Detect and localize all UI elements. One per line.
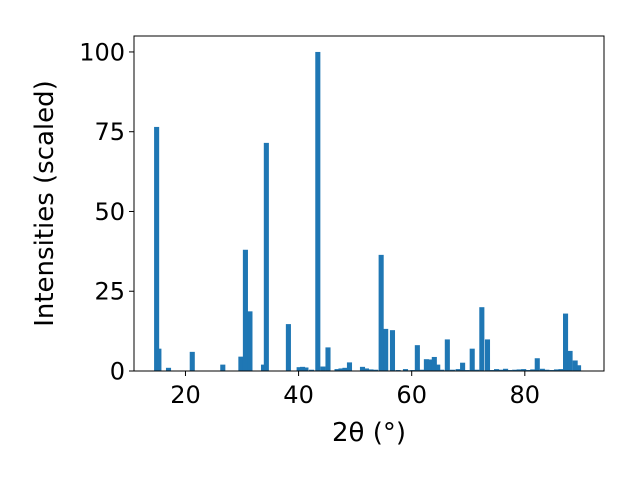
y-tick-label: 25 <box>94 278 125 306</box>
x-tick-label: 20 <box>170 381 201 409</box>
bar <box>479 307 485 371</box>
bar <box>247 311 253 371</box>
bar <box>534 358 540 371</box>
bar <box>503 368 509 371</box>
bar <box>383 328 389 371</box>
bar <box>498 369 504 371</box>
bar <box>303 367 309 371</box>
bar <box>427 359 433 371</box>
bar <box>449 369 455 371</box>
bar <box>346 362 353 371</box>
bar <box>444 339 450 371</box>
x-axis-title: 2θ (°) <box>332 418 406 448</box>
bar <box>238 356 244 371</box>
bar <box>315 51 321 371</box>
bar <box>165 367 172 371</box>
bar <box>325 347 331 371</box>
x-tick-label: 60 <box>396 381 427 409</box>
bar <box>572 360 578 371</box>
bar <box>300 366 306 371</box>
bar <box>156 348 162 371</box>
bar <box>567 350 573 371</box>
x-tick-label: 80 <box>510 381 541 409</box>
bar <box>309 369 315 371</box>
bar <box>493 369 500 371</box>
bar <box>563 313 569 371</box>
bar <box>285 324 291 371</box>
bar <box>576 365 582 371</box>
bar <box>469 348 475 371</box>
bar <box>414 345 420 371</box>
bar <box>320 366 326 371</box>
bar <box>521 369 527 371</box>
bar <box>455 369 461 371</box>
bar <box>189 351 195 371</box>
bar <box>334 369 340 371</box>
bar <box>423 359 429 371</box>
bar <box>539 368 545 371</box>
y-tick-label: 75 <box>94 118 125 146</box>
bar <box>553 369 560 371</box>
bar <box>544 369 550 371</box>
plot-frame <box>133 35 605 372</box>
bar <box>378 254 384 371</box>
bar <box>342 367 348 371</box>
bar <box>368 369 374 371</box>
bar <box>372 369 379 371</box>
bar <box>516 369 522 371</box>
bar <box>439 369 445 371</box>
bar <box>402 369 409 371</box>
bar <box>296 367 302 371</box>
bar <box>460 362 466 371</box>
bar <box>260 364 267 371</box>
bar <box>338 368 344 371</box>
bar <box>474 369 480 371</box>
bar <box>484 339 491 371</box>
bar <box>389 330 396 371</box>
x-axis-ticks: 20 40 60 80 <box>170 371 540 409</box>
bar-series <box>154 51 582 372</box>
y-axis-ticks: 0 25 50 75 100 <box>79 38 134 386</box>
bar <box>435 364 441 371</box>
x-tick-label: 40 <box>283 381 314 409</box>
y-tick-label: 100 <box>79 38 125 66</box>
bar <box>530 369 536 371</box>
bar <box>263 142 269 371</box>
bar <box>359 366 366 371</box>
y-tick-label: 50 <box>94 198 125 226</box>
bar <box>363 368 369 371</box>
y-tick-label: 0 <box>110 358 125 386</box>
bar <box>242 249 248 371</box>
y-axis-title: Intensities (scaled) <box>30 80 60 327</box>
bar <box>558 369 564 371</box>
bar <box>220 364 226 371</box>
bar <box>431 356 437 371</box>
bar <box>419 369 425 371</box>
bar <box>154 126 160 372</box>
bar <box>512 369 518 371</box>
